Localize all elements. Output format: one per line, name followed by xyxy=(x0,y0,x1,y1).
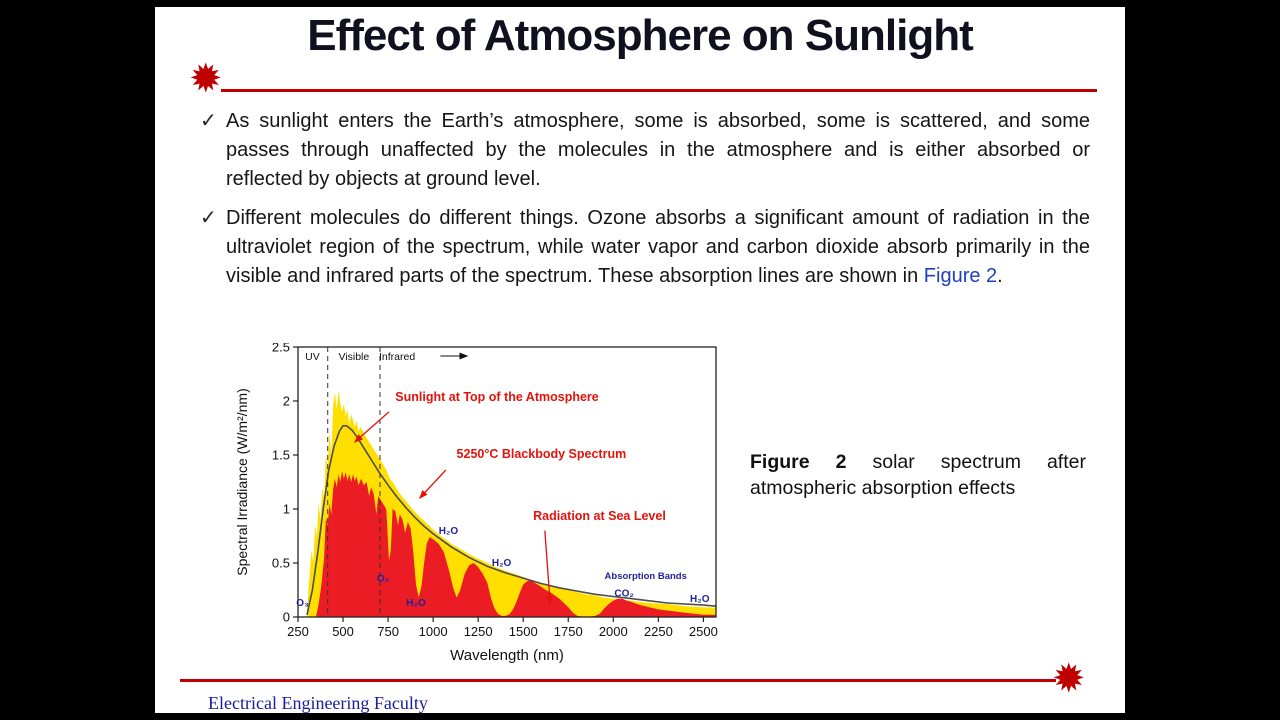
plot-frame xyxy=(297,346,717,618)
annotation-arrow xyxy=(354,411,390,443)
figure-2-chart: 250 500 750 1000 1250 1500 1750 2000 2250 2500 0 0.… xyxy=(233,340,733,673)
footer-text: Electrical Engineering Faculty xyxy=(208,693,428,713)
y-tick-label: 2.5 xyxy=(272,343,290,355)
bullet-text: As sunlight enters the Earth’s atmospher… xyxy=(226,110,1090,190)
x-axis-label: Wavelength (nm) xyxy=(450,647,564,664)
y-axis-label: Spectral Irradiance (W/m²/nm) xyxy=(234,388,250,575)
annotation-arrow xyxy=(544,530,554,606)
starburst-icon: ✹ xyxy=(1052,657,1086,701)
series-blackbody xyxy=(306,425,717,615)
x-tick-label: 2000 xyxy=(599,624,628,639)
bullet-item: ✓ As sunlight enters the Earth’s atmosph… xyxy=(200,107,1090,194)
y-tick-label: 1 xyxy=(283,502,290,517)
bullet-text: . xyxy=(997,265,1003,287)
x-tick-label: 250 xyxy=(287,624,309,639)
checkmark-icon: ✓ xyxy=(200,110,217,132)
x-tick-label: 1000 xyxy=(419,624,448,639)
chart-annotation: Radiation at Sea Level xyxy=(533,509,666,523)
y-tick-label: 1.5 xyxy=(272,448,290,463)
chart-annotation: H₂O xyxy=(406,598,426,609)
region-label: UV xyxy=(305,351,320,363)
title-divider-line xyxy=(221,89,1097,92)
bullet-text: Different molecules do different things.… xyxy=(226,207,1090,287)
slide: Effect of Atmosphere on Sunlight ✹ ✓ As … xyxy=(155,7,1125,713)
figure-caption-label: Figure 2 xyxy=(750,451,847,473)
x-tick-label: 2500 xyxy=(689,624,718,639)
chart-annotation: 5250°C Blackbody Spectrum xyxy=(457,447,627,461)
y-tick-label: 2 xyxy=(283,394,290,409)
annotation-arrow xyxy=(418,469,447,499)
x-tick-label: 1750 xyxy=(554,624,583,639)
y-tick-label: 0 xyxy=(283,610,290,625)
chart-annotation: Absorption Bands xyxy=(605,571,687,582)
starburst-icon: ✹ xyxy=(189,57,223,101)
bullet-list: ✓ As sunlight enters the Earth’s atmosph… xyxy=(200,107,1090,301)
x-tick-label: 2250 xyxy=(644,624,673,639)
x-tick-label: 1500 xyxy=(509,624,538,639)
chart-annotation: CO₂ xyxy=(614,588,633,599)
x-tick-label: 500 xyxy=(332,624,354,639)
region-label: Visible xyxy=(338,351,369,363)
solar-spectrum-svg: 250 500 750 1000 1250 1500 1750 2000 2250 2500 0 0.… xyxy=(234,340,718,665)
slide-title: Effect of Atmosphere on Sunlight xyxy=(307,11,973,60)
region-label: Infrared xyxy=(379,351,415,363)
chart-annotation: O₃ xyxy=(296,598,309,609)
chart-annotation: H₂O xyxy=(439,526,459,537)
x-tick-label: 1250 xyxy=(464,624,493,639)
checkmark-icon: ✓ xyxy=(200,207,217,229)
footer-divider-line xyxy=(180,679,1056,682)
chart-annotation: H₂O xyxy=(690,594,710,605)
chart-annotation: Sunlight at Top of the Atmosphere xyxy=(395,390,599,404)
chart-annotation: H₂O xyxy=(492,558,512,569)
figure-2-reference: Figure 2 xyxy=(923,265,998,287)
series-sea_level xyxy=(316,471,716,617)
x-tick-label: 750 xyxy=(377,624,399,639)
y-tick-label: 0.5 xyxy=(272,556,290,571)
figure-caption-text: solar spectrum after atmospheric absorpt… xyxy=(750,451,1086,499)
figure-caption: Figure 2 solar spectrum after atmospheri… xyxy=(750,449,1086,501)
chart-annotation: O₂ xyxy=(377,573,389,584)
bullet-item: ✓ Different molecules do different thing… xyxy=(200,204,1090,291)
